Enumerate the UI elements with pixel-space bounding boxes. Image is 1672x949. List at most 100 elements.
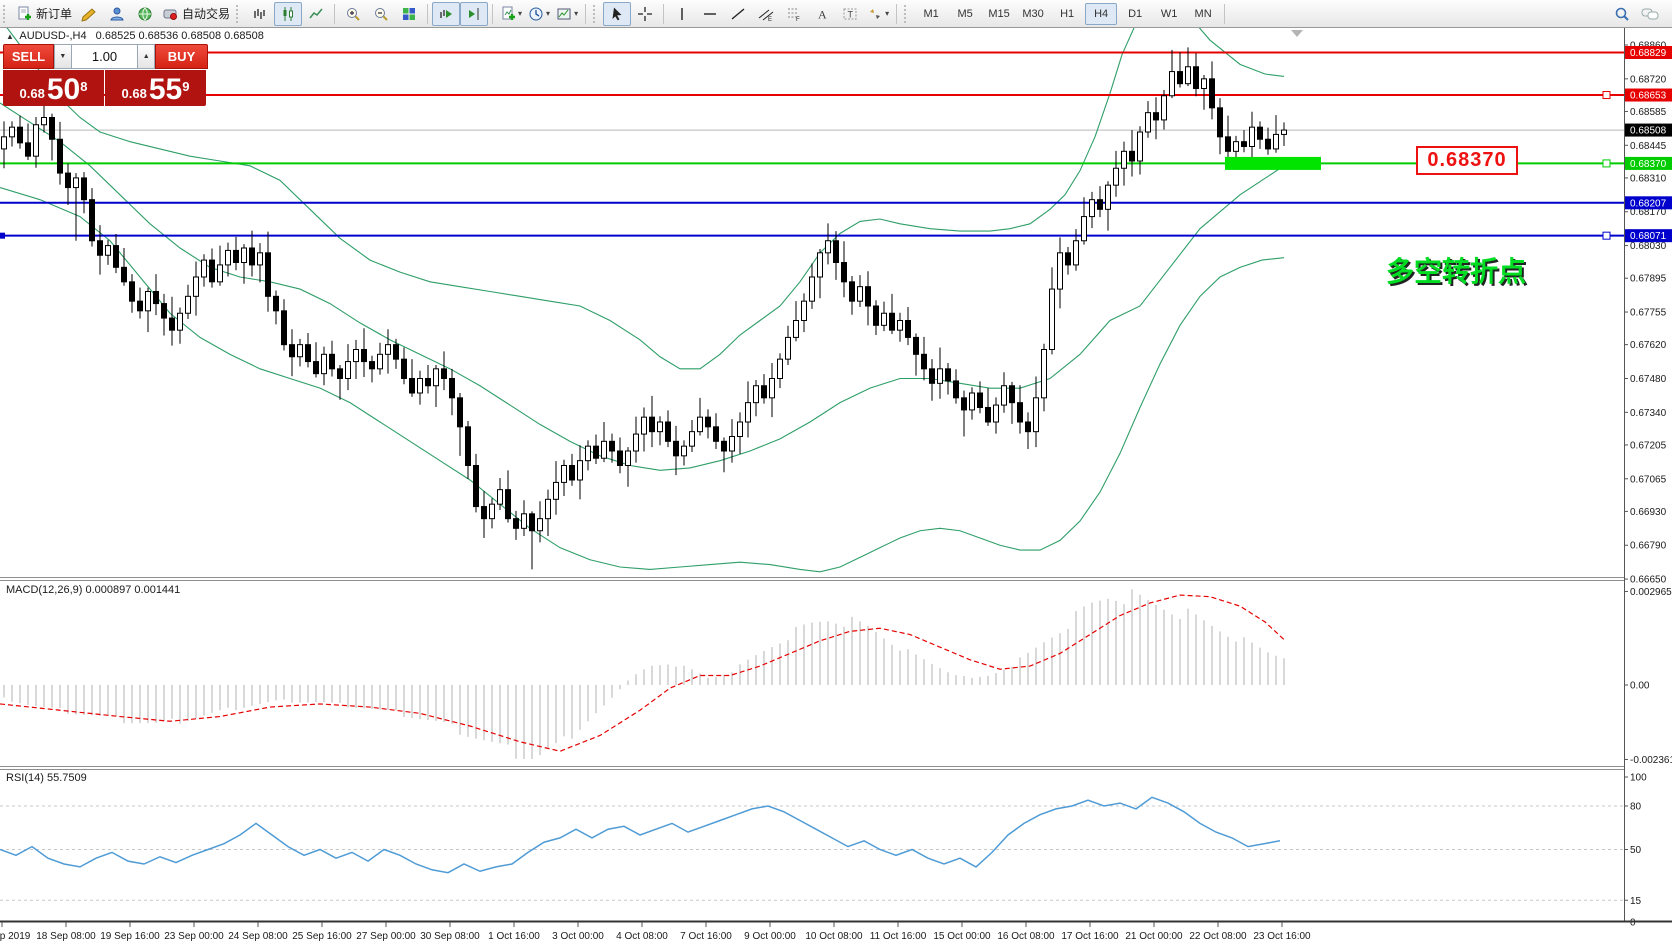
- sell-price[interactable]: 0.68 50 8: [3, 70, 104, 106]
- timeframe-m15[interactable]: M15: [988, 7, 1010, 20]
- svg-text:0.67340: 0.67340: [1630, 408, 1667, 419]
- timeframe-mn[interactable]: MN: [1194, 7, 1212, 20]
- periods-dropdown-icon[interactable]: ▾: [546, 9, 551, 18]
- main-toolbar: 新订单 自动交易: [0, 0, 1672, 28]
- svg-text:0.66930: 0.66930: [1630, 507, 1667, 518]
- timeframe-m30[interactable]: M30: [1022, 7, 1044, 20]
- toolbar-separator: [334, 3, 336, 24]
- timeframe-h4[interactable]: H4: [1085, 2, 1118, 25]
- autotrading-icon: [163, 9, 178, 20]
- indicators-button[interactable]: ▾: [497, 2, 525, 26]
- chart-symbol-period: AUDUSD-,H4: [19, 30, 87, 42]
- time-label: 19 Sep 16:00: [100, 931, 160, 942]
- collapse-arrow-icon[interactable]: ▲: [6, 32, 14, 41]
- timeframe-m1[interactable]: M1: [923, 7, 939, 20]
- volume-increase-button[interactable]: ▲: [137, 44, 156, 69]
- time-axis[interactable]: 17 Sep 2019 18 Sep 08:00 19 Sep 16:00 23 Se…: [0, 920, 1672, 943]
- candlestick-chart-button[interactable]: [274, 1, 303, 26]
- text-label-button[interactable]: T: [836, 2, 864, 26]
- templates-button[interactable]: ▾: [553, 2, 581, 26]
- toolbar-separator: [663, 3, 665, 24]
- line-chart-button[interactable]: [302, 2, 330, 26]
- chart-shift-button[interactable]: [460, 1, 489, 26]
- zoom-in-button[interactable]: [339, 2, 367, 26]
- svg-text:0.67755: 0.67755: [1630, 308, 1667, 319]
- vertical-line-button[interactable]: [668, 2, 696, 26]
- time-label: 9 Oct 00:00: [744, 931, 796, 942]
- sell-price-big: 50: [46, 73, 81, 106]
- toolbar-separator: [492, 3, 494, 24]
- svg-text:F: F: [796, 17, 800, 22]
- svg-text:0.68508: 0.68508: [1630, 126, 1667, 137]
- bollinger-lower-band[interactable]: [0, 187, 1285, 573]
- zoom-out-button[interactable]: [367, 2, 395, 26]
- buy-price-big: 55: [148, 73, 183, 106]
- price-axis[interactable]: 0.688600.687200.685850.684450.683100.681…: [1624, 27, 1672, 949]
- arrows-button[interactable]: ▾: [864, 2, 892, 26]
- metaeditor-button[interactable]: [75, 2, 103, 26]
- time-label: 16 Oct 08:00: [997, 931, 1055, 942]
- main-price-pane[interactable]: [0, 27, 1624, 573]
- periods-button[interactable]: ▾: [525, 2, 553, 26]
- channel-icon: E: [758, 9, 774, 22]
- toolbar-grip[interactable]: [3, 4, 9, 23]
- rsi-pane[interactable]: [0, 796, 1624, 901]
- text-button[interactable]: A: [808, 2, 836, 26]
- community-button[interactable]: [103, 2, 131, 26]
- trendline-button[interactable]: [724, 2, 752, 26]
- fibonacci-button[interactable]: F: [780, 2, 808, 26]
- line-handle[interactable]: [1602, 231, 1611, 240]
- new-order-label: 新订单: [36, 7, 73, 21]
- time-label: 17 Oct 16:00: [1061, 931, 1119, 942]
- svg-text:100: 100: [1630, 773, 1647, 784]
- buy-button[interactable]: BUY: [155, 44, 209, 69]
- svg-text:0.68653: 0.68653: [1630, 91, 1667, 102]
- timeframe-w1[interactable]: W1: [1160, 7, 1178, 20]
- chat-button[interactable]: [1636, 2, 1664, 26]
- toolbar-grip[interactable]: [236, 4, 242, 23]
- arrows-dropdown-icon[interactable]: ▾: [885, 9, 890, 18]
- time-label: 7 Oct 16:00: [680, 931, 732, 942]
- time-label: 18 Sep 08:00: [36, 931, 96, 942]
- autotrading-button[interactable]: 自动交易: [159, 2, 233, 26]
- chart-shift-marker[interactable]: [1291, 30, 1303, 37]
- tile-windows-button[interactable]: [395, 2, 423, 26]
- indicators-icon: [502, 6, 516, 20]
- line-handle[interactable]: [1602, 159, 1611, 168]
- sell-button[interactable]: SELL: [3, 44, 54, 69]
- time-label: 4 Oct 08:00: [616, 931, 668, 942]
- bar-chart-icon: [254, 8, 265, 19]
- bar-chart-button[interactable]: [246, 2, 274, 26]
- macd-pane[interactable]: [0, 589, 1285, 759]
- cursor-button[interactable]: [603, 1, 632, 26]
- toolbar-grip[interactable]: [904, 4, 910, 23]
- search-button[interactable]: [1608, 2, 1636, 26]
- buy-price-sup: 9: [182, 79, 190, 94]
- autoscroll-button[interactable]: [432, 1, 461, 26]
- indicators-dropdown-icon[interactable]: ▾: [518, 9, 523, 18]
- timeframe-m5[interactable]: M5: [957, 7, 973, 20]
- turning-point-annotation[interactable]: 多空转折点: [1386, 256, 1527, 287]
- time-label: 3 Oct 00:00: [552, 931, 604, 942]
- crosshair-button[interactable]: [631, 2, 659, 26]
- buy-price[interactable]: 0.68 55 9: [105, 70, 206, 106]
- bollinger-upper-band[interactable]: [0, 27, 1285, 370]
- highlight-zone[interactable]: [1225, 156, 1321, 170]
- signals-button[interactable]: [131, 2, 159, 26]
- horizontal-line-button[interactable]: [696, 2, 724, 26]
- line-handle[interactable]: [1602, 91, 1611, 100]
- timeframe-h1[interactable]: H1: [1060, 7, 1075, 20]
- price-level-callout[interactable]: 0.68370: [1416, 146, 1518, 175]
- time-label: 27 Sep 00:00: [356, 931, 416, 942]
- timeframe-d1[interactable]: D1: [1128, 7, 1143, 20]
- templates-dropdown-icon[interactable]: ▾: [574, 9, 579, 18]
- time-label: 21 Oct 00:00: [1125, 931, 1183, 942]
- sell-price-sup: 8: [80, 79, 88, 94]
- chart-canvas[interactable]: 0.688600.687200.685850.684450.683100.681…: [0, 27, 1672, 949]
- volume-field[interactable]: 1.00: [71, 44, 138, 69]
- equidistant-channel-button[interactable]: E: [752, 2, 780, 26]
- new-order-button[interactable]: 新订单: [13, 2, 75, 26]
- toolbar-grip[interactable]: [593, 4, 599, 23]
- volume-decrease-button[interactable]: ▼: [54, 44, 72, 69]
